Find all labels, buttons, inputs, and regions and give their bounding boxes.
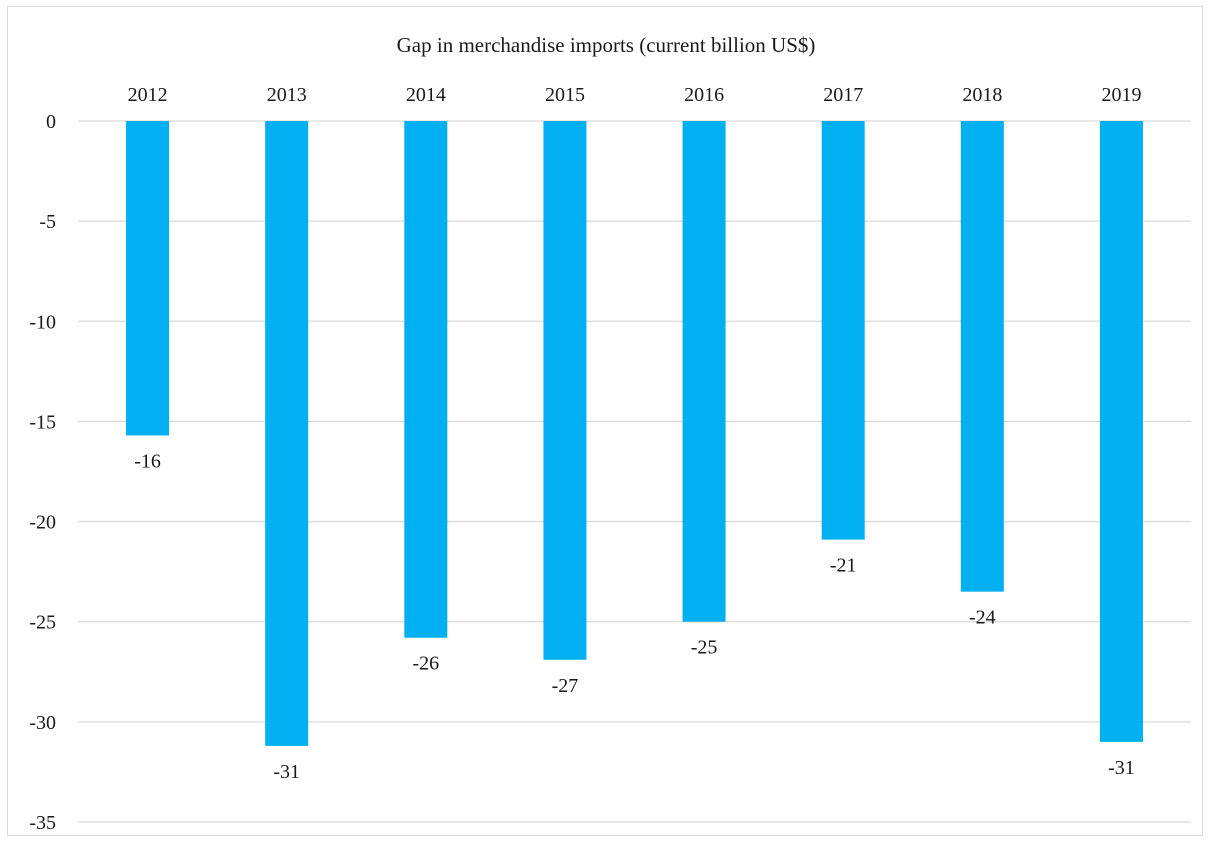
y-tick-label: -30 bbox=[29, 712, 56, 734]
category-label-2016: 2016 bbox=[684, 84, 724, 106]
bar-2013 bbox=[265, 121, 309, 746]
data-label-2018: -24 bbox=[969, 607, 996, 629]
bar-2015 bbox=[543, 121, 587, 660]
bar-2016 bbox=[682, 121, 726, 622]
bars bbox=[126, 121, 1143, 746]
y-tick-label: -10 bbox=[29, 311, 56, 333]
data-label-2014: -26 bbox=[412, 653, 439, 675]
y-tick-label: -5 bbox=[39, 211, 56, 233]
data-label-2019: -31 bbox=[1108, 757, 1135, 779]
gridlines bbox=[78, 120, 1191, 823]
y-tick-label: -35 bbox=[29, 812, 56, 834]
data-label-2013: -31 bbox=[273, 761, 300, 783]
category-label-2018: 2018 bbox=[962, 84, 1002, 106]
category-labels: 2012 2013 2014 2015 2016 2017 2018 2019 bbox=[128, 84, 1142, 106]
bar-2017 bbox=[821, 121, 865, 540]
category-label-2015: 2015 bbox=[545, 84, 585, 106]
chart-title: Gap in merchandise imports (current bill… bbox=[397, 33, 816, 57]
data-label-2015: -27 bbox=[552, 675, 579, 697]
y-tick-label: -20 bbox=[29, 512, 56, 534]
y-tick-label: -15 bbox=[29, 411, 56, 433]
chart-frame: Gap in merchandise imports (current bill… bbox=[7, 6, 1203, 836]
bar-2014 bbox=[404, 121, 448, 638]
category-label-2012: 2012 bbox=[128, 84, 168, 106]
category-label-2013: 2013 bbox=[267, 84, 307, 106]
y-tick-label: -25 bbox=[29, 612, 56, 634]
bar-2018 bbox=[960, 121, 1004, 592]
bar-2012 bbox=[126, 121, 170, 436]
category-label-2019: 2019 bbox=[1101, 84, 1141, 106]
bar-chart: Gap in merchandise imports (current bill… bbox=[29, 33, 1191, 834]
y-axis-tick-labels: 0 -5 -10 -15 -20 -25 -30 -35 bbox=[29, 111, 56, 834]
data-labels: -16 -31 -26 -27 -25 -21 -24 -31 bbox=[134, 450, 1135, 782]
category-label-2017: 2017 bbox=[823, 84, 863, 106]
category-label-2014: 2014 bbox=[406, 84, 446, 106]
y-tick-label: 0 bbox=[46, 111, 56, 133]
data-label-2017: -21 bbox=[830, 555, 857, 577]
bar-2019 bbox=[1099, 121, 1143, 742]
data-label-2016: -25 bbox=[691, 637, 718, 659]
data-label-2012: -16 bbox=[134, 450, 161, 472]
